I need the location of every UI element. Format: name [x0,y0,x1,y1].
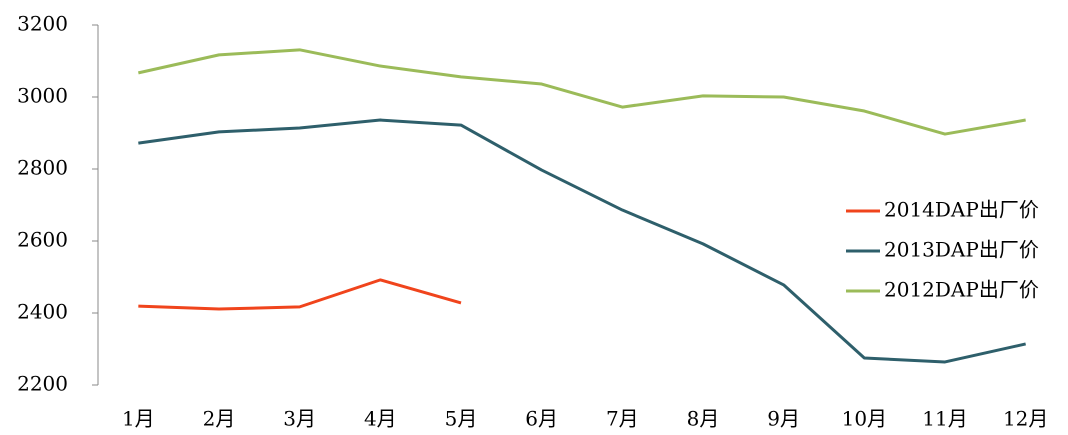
x-tick-label: 6月 [525,407,558,431]
series-line [138,118,1026,364]
x-tick-label: 12月 [1003,407,1048,431]
y-tick-label: 2400 [17,300,68,324]
x-tick-label: 7月 [606,407,639,431]
y-tick-label: 2800 [17,156,68,180]
legend-label: 2012DAP出厂价 [884,278,1039,302]
legend-label: 2013DAP出厂价 [884,238,1039,262]
legend-label: 2014DAP出厂价 [884,198,1039,222]
x-tick-label: 9月 [767,407,800,431]
y-tick-label: 2200 [17,372,68,396]
x-tick-label: 11月 [922,407,967,431]
series-line [138,278,462,311]
x-tick-label: 2月 [203,407,236,431]
x-tick-label: 5月 [445,407,478,431]
x-tick-label: 10月 [842,407,887,431]
y-tick-label: 3200 [17,12,68,36]
x-tick-label: 8月 [687,407,720,431]
x-tick-label: 3月 [283,407,316,431]
x-tick-label: 1月 [122,407,155,431]
y-tick-label: 3000 [17,84,68,108]
y-tick-label: 2600 [17,228,68,252]
series-line [138,48,1026,136]
x-tick-label: 4月 [364,407,397,431]
